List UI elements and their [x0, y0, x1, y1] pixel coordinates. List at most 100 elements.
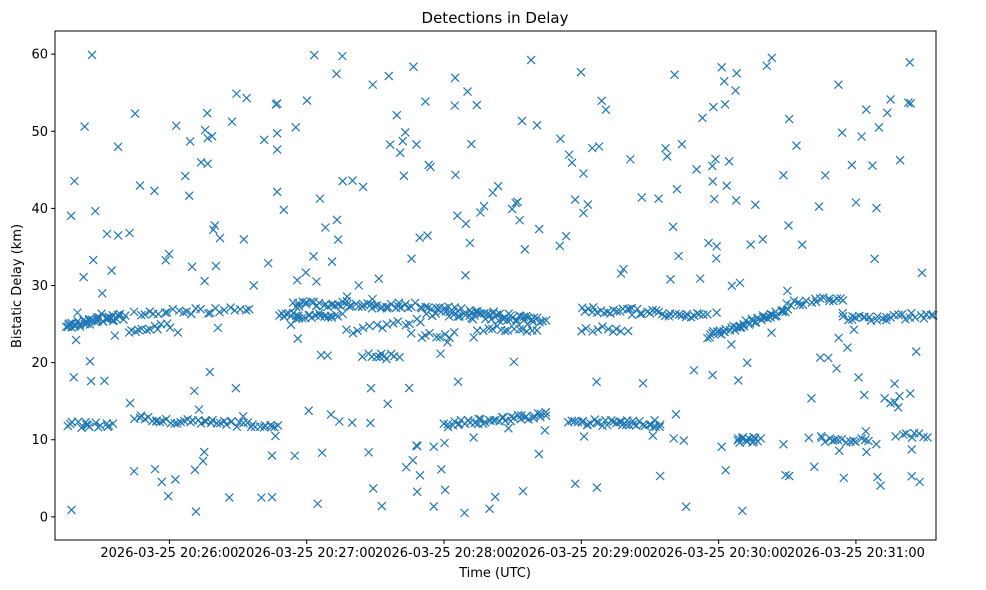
scatter-point — [583, 200, 593, 209]
scatter-point — [401, 462, 411, 472]
scatter-point — [648, 431, 658, 440]
scatter-point — [579, 169, 588, 178]
scatter-point — [110, 331, 120, 341]
scatter-point — [732, 68, 742, 78]
scatter-point — [798, 300, 808, 310]
y-tick-label: 10 — [31, 433, 48, 448]
scatter-point — [392, 110, 402, 120]
scatter-point — [588, 327, 598, 336]
scatter-point — [648, 305, 657, 315]
scatter-point — [762, 61, 772, 71]
scatter-point — [886, 95, 896, 104]
scatter-point — [338, 309, 348, 319]
x-axis-title: Time (UTC) — [458, 566, 531, 581]
scatter-point — [189, 386, 199, 396]
scatter-point — [212, 418, 222, 428]
scatter-point — [263, 258, 273, 268]
scatter-point — [707, 161, 717, 171]
scatter-point — [587, 143, 597, 153]
scatter-point — [366, 383, 376, 393]
scatter-point — [611, 418, 621, 428]
scatter-point — [627, 303, 637, 313]
scatter-point — [69, 176, 79, 186]
scatter-point — [671, 409, 681, 419]
scatter-point — [198, 456, 208, 466]
scatter-point — [376, 349, 386, 359]
scatter-point — [279, 205, 289, 215]
scatter-point — [854, 373, 863, 382]
scatter-point — [73, 308, 82, 318]
y-tick-label: 50 — [31, 125, 48, 140]
scatter-point — [832, 294, 842, 304]
scatter-point — [834, 446, 844, 456]
scatter-point — [115, 309, 125, 319]
scatter-point — [784, 114, 794, 124]
scatter-point — [509, 357, 519, 367]
scatter-point — [133, 325, 143, 335]
scatter-point — [425, 328, 434, 338]
scatter-point — [420, 97, 430, 107]
scatter-point — [244, 304, 254, 314]
scatter-point — [848, 311, 858, 321]
scatter-point — [406, 328, 416, 338]
scatter-point — [271, 431, 280, 441]
scatter-point — [85, 356, 95, 366]
scatter-point — [130, 109, 140, 119]
scatter-point — [739, 321, 749, 331]
scatter-point — [129, 466, 139, 476]
scatter-point — [82, 420, 91, 429]
y-tick-label: 0 — [40, 510, 48, 525]
scatter-point — [628, 416, 638, 426]
scatter-point — [532, 120, 542, 130]
scatter-point — [704, 238, 713, 248]
scatter-point — [412, 487, 422, 497]
scatter-point — [67, 417, 77, 427]
scatter-point — [95, 421, 105, 430]
scatter-point — [191, 507, 201, 516]
scatter-point — [851, 437, 861, 447]
scatter-point — [468, 314, 478, 324]
scatter-point — [602, 307, 612, 317]
scatter-point — [241, 305, 251, 315]
scatter-point — [90, 206, 100, 216]
scatter-point — [655, 471, 665, 481]
scatter-point — [393, 317, 403, 327]
scatter-point — [874, 122, 884, 132]
scatter-point — [357, 352, 367, 362]
scatter-point — [231, 383, 241, 393]
scatter-point — [804, 433, 814, 443]
scatter-point — [534, 224, 544, 234]
chart-title: Detections in Delay — [422, 9, 569, 27]
scatter-point — [293, 334, 303, 343]
scatter-point — [694, 309, 704, 319]
scatter-point — [313, 499, 323, 509]
scatter-point — [561, 231, 571, 241]
scatter-point — [638, 378, 648, 388]
scatter-point — [838, 311, 848, 321]
scatter-point — [173, 328, 183, 337]
scatter-point — [876, 481, 885, 490]
scatter-point — [129, 307, 139, 317]
scatter-point — [849, 436, 858, 446]
scatter-point — [450, 73, 460, 83]
scatter-point — [161, 255, 171, 265]
scatter-point — [259, 135, 269, 145]
scatter-point — [190, 465, 200, 475]
scatter-point — [301, 299, 311, 309]
scatter-point — [674, 251, 684, 261]
scatter-point — [145, 324, 155, 334]
scatter-point — [708, 370, 717, 380]
scatter-point — [898, 430, 908, 439]
scatter-point — [226, 303, 236, 312]
scatter-point — [137, 324, 147, 334]
scatter-point — [832, 364, 842, 373]
scatter-point — [239, 234, 249, 244]
scatter-point — [487, 324, 497, 334]
scatter-point — [698, 113, 707, 123]
scatter-point — [534, 449, 544, 459]
scatter-point — [895, 155, 905, 165]
scatter-point — [160, 308, 170, 318]
scatter-point — [326, 410, 336, 419]
scatter-point — [203, 309, 213, 318]
scatter-point — [372, 301, 382, 310]
